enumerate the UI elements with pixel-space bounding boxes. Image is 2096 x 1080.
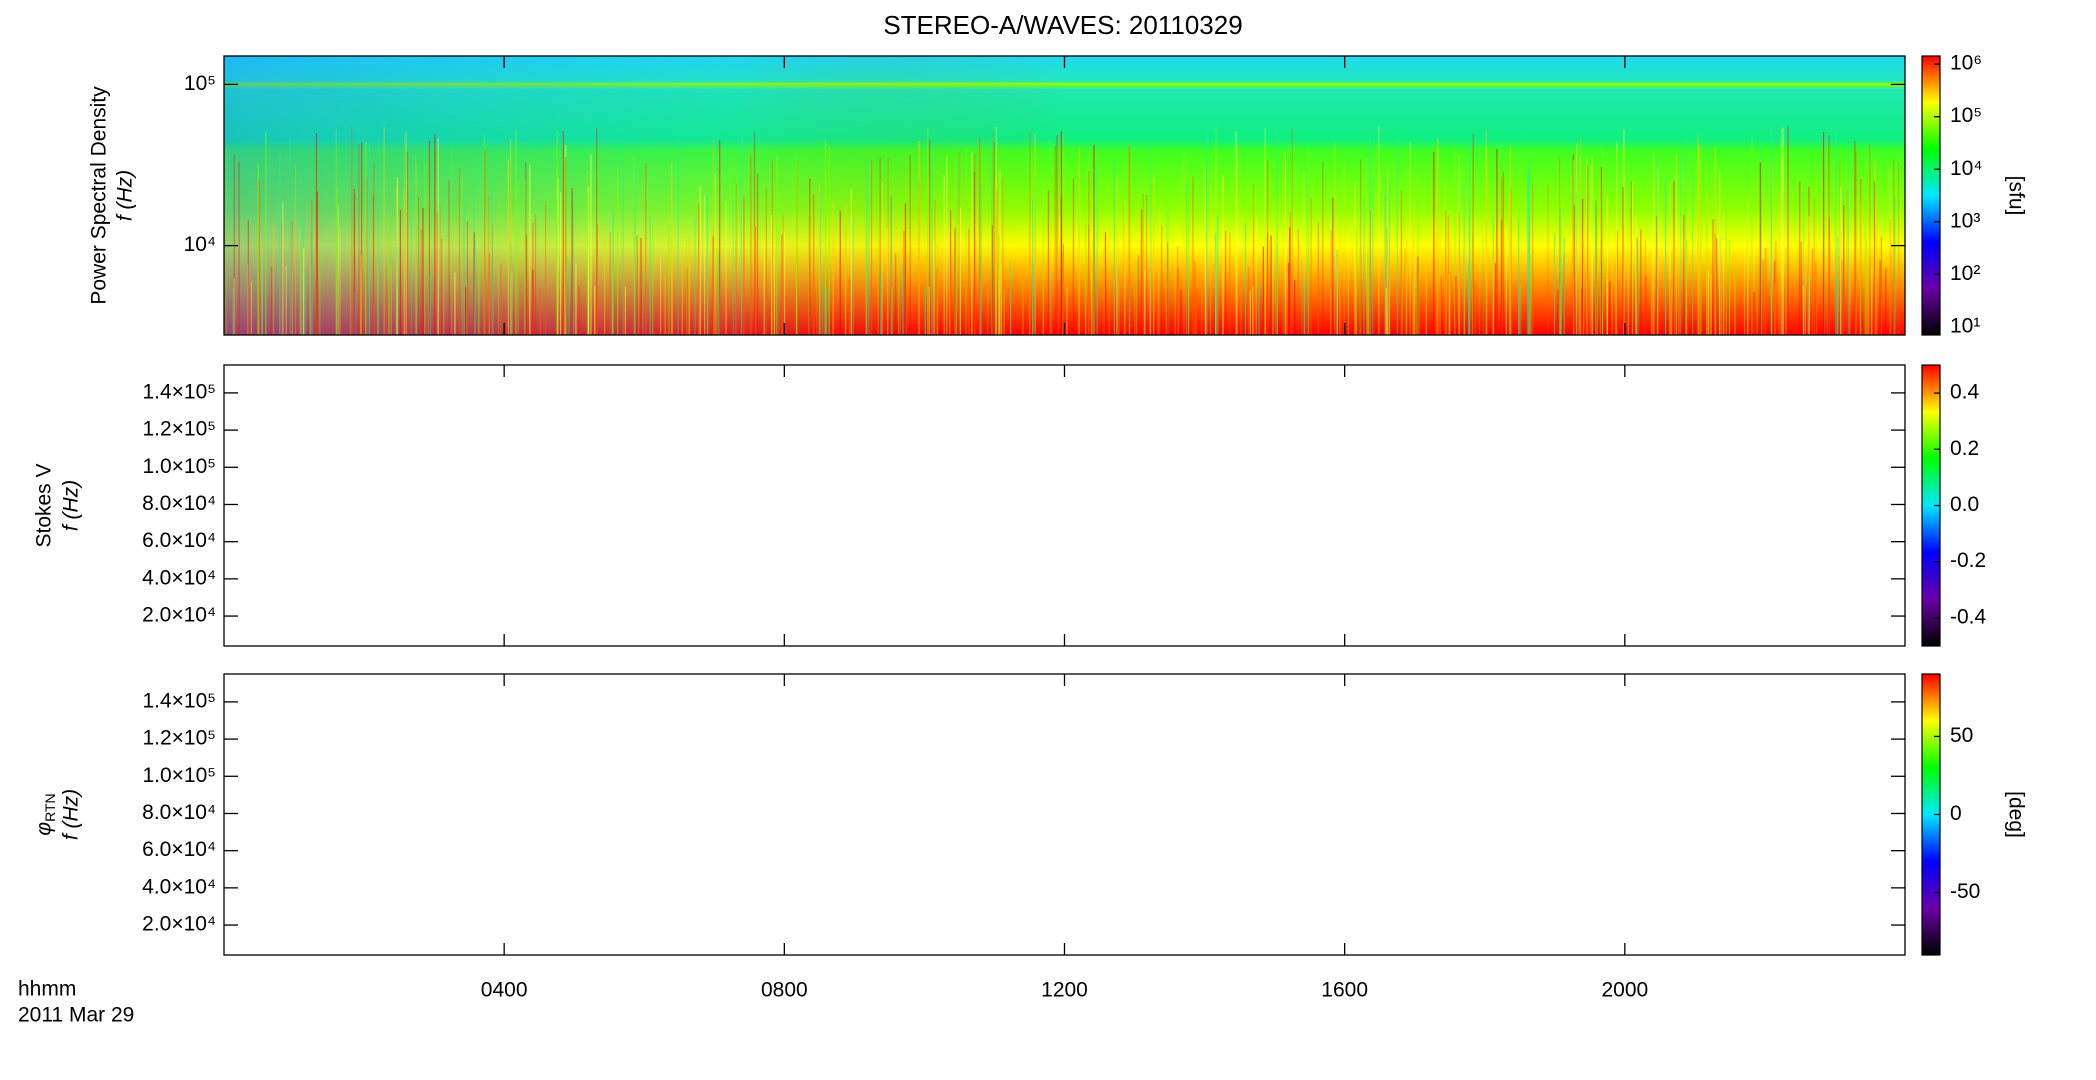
colorbar-tick-label: 0 [1950, 802, 1962, 825]
x-tick-label: 0400 [481, 979, 528, 1002]
y-axis-label: f (Hz) [60, 789, 83, 840]
x-tick-label: 1200 [1041, 979, 1088, 1002]
x-label: hhmm [18, 978, 76, 1001]
colorbar-tick-label: -50 [1950, 880, 1980, 903]
y-tick-label: 6.0×10⁴ [142, 529, 216, 552]
y-axis-label: φRTN [33, 793, 58, 835]
x-tick-label: 1600 [1321, 979, 1368, 1002]
y-tick-label: 1.0×10⁵ [142, 764, 216, 787]
colorbar-tick-label: 10¹ [1950, 314, 1980, 337]
colorbar-tick-label: 10³ [1950, 209, 1980, 232]
x-tick-label: 2000 [1601, 979, 1648, 1002]
chart-title: STEREO-A/WAVES: 20110329 [883, 10, 1242, 40]
y-axis-label: Stokes V [33, 463, 56, 547]
colorbar-tick-label: 50 [1950, 724, 1973, 747]
plot-frame [223, 673, 1906, 956]
colorbar-tick-label: 0.2 [1950, 437, 1979, 460]
y-axis-label-sub: RTN [42, 793, 58, 822]
y-axis-label: f (Hz) [114, 170, 137, 221]
colorbar-label: [deg] [2004, 791, 2027, 838]
y-tick-label: 1.2×10⁵ [142, 418, 216, 441]
date-label: 2011 Mar 29 [18, 1004, 134, 1027]
colorbar-tick-label: 10² [1950, 262, 1980, 285]
spectrogram-shade [224, 56, 1905, 335]
colorbar-tick-label: -0.2 [1950, 549, 1986, 572]
colorbar-tick-label: 0.4 [1950, 381, 1980, 404]
y-axis-label: f (Hz) [60, 480, 83, 531]
y-tick-label: 1.0×10⁵ [142, 455, 216, 478]
y-tick-label: 2.0×10⁴ [142, 913, 216, 936]
colorbar [1921, 55, 1941, 336]
y-tick-label: 1.4×10⁵ [142, 380, 216, 403]
colorbar-tick-label: -0.4 [1950, 605, 1987, 628]
y-tick-label: 8.0×10⁴ [142, 492, 216, 515]
y-tick-label: 1.2×10⁵ [142, 727, 216, 750]
y-tick-label: 8.0×10⁴ [142, 801, 216, 824]
y-tick-label: 4.0×10⁴ [142, 566, 216, 589]
y-tick-label: 10⁵ [184, 72, 216, 95]
y-tick-label: 6.0×10⁴ [142, 838, 216, 861]
y-axis-label: Power Spectral Density [88, 86, 111, 305]
x-tick-label: 0800 [761, 979, 808, 1002]
colorbar-tick-label: 10⁶ [1950, 52, 1982, 75]
colorbar-label: [sfu] [2004, 176, 2027, 216]
colorbar-tick-label: 10⁴ [1950, 157, 1982, 180]
y-tick-label: 4.0×10⁴ [142, 875, 216, 898]
colorbar-tick-label: 0.0 [1950, 493, 1979, 516]
y-tick-label: 10⁴ [184, 233, 216, 256]
y-tick-label: 2.0×10⁴ [142, 604, 216, 627]
y-tick-label: 1.4×10⁵ [142, 689, 216, 712]
plot-frame [223, 364, 1906, 647]
colorbar-tick-label: 10⁵ [1950, 104, 1982, 127]
